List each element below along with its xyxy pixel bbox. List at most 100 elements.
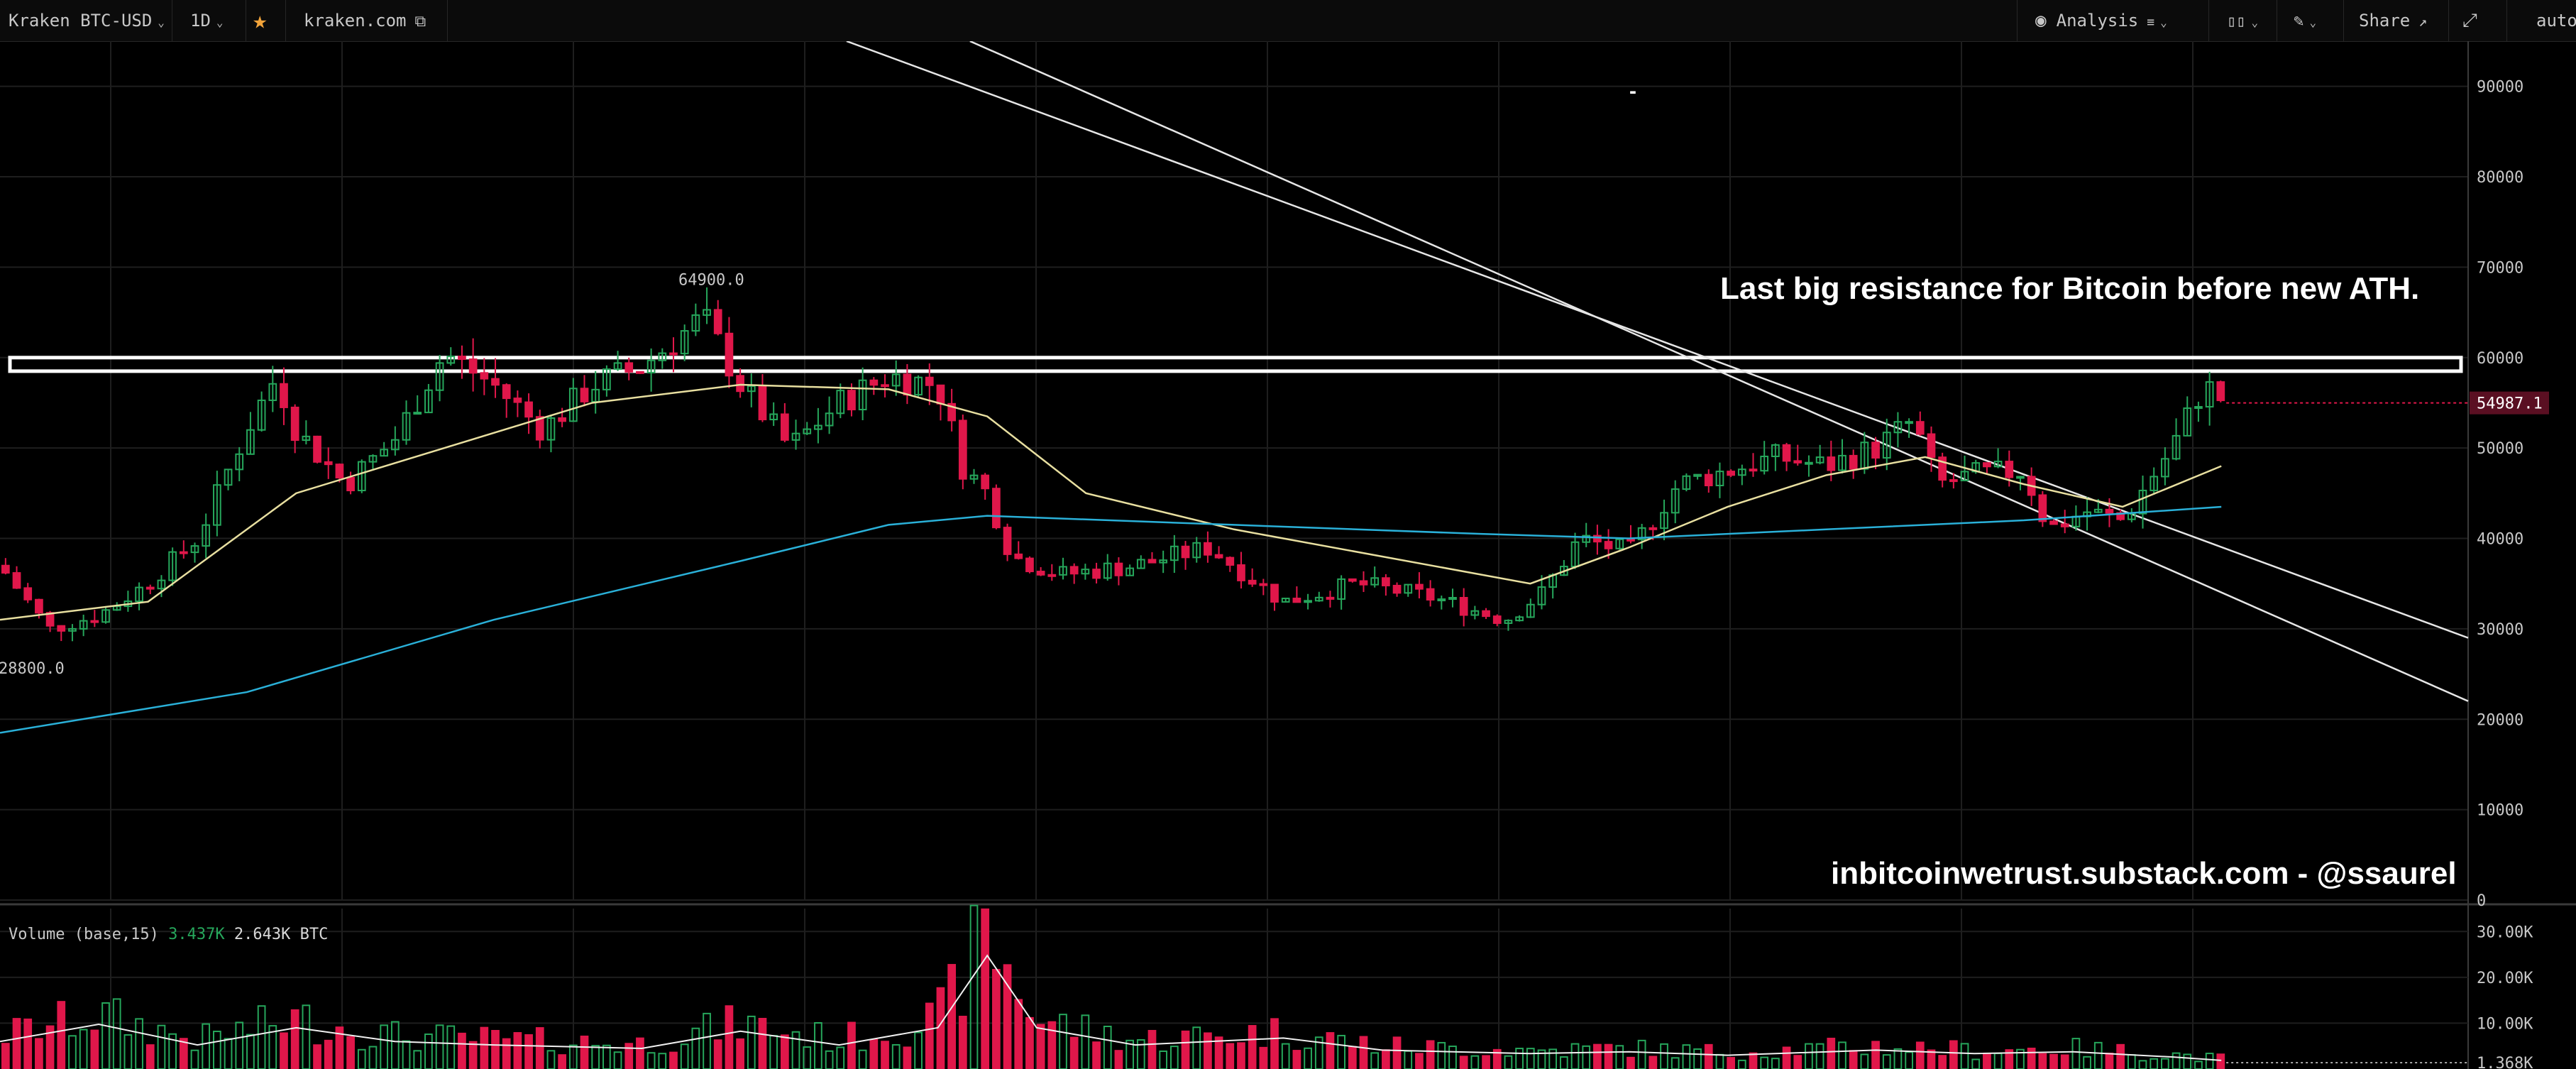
volume-bar — [190, 1049, 199, 1069]
volume-bar — [1036, 1024, 1045, 1069]
candle-body — [257, 399, 266, 431]
candle-body — [413, 412, 422, 415]
candle-body — [491, 378, 500, 386]
volume-bar — [246, 1034, 255, 1069]
moving-averages — [0, 383, 2222, 734]
candle-body — [302, 435, 311, 442]
candle-body — [190, 545, 199, 554]
candle-body — [1415, 583, 1424, 590]
volume-bar — [680, 1043, 689, 1069]
candle-body — [1448, 596, 1457, 601]
volume-bar — [669, 1051, 678, 1069]
symbol-selector[interactable]: Kraken BTC-USD ⌄ — [9, 0, 165, 41]
candle-body — [669, 352, 678, 356]
volume-bar — [2116, 1043, 2125, 1069]
annotation-credit: inbitcoinwetrust.substack.com - @ssaurel — [1831, 856, 2457, 891]
volume-bar — [725, 1005, 734, 1069]
candle-body — [1404, 583, 1413, 594]
volume-bar — [1915, 1041, 1925, 1069]
candle-body — [480, 372, 489, 380]
volume-bar — [858, 1049, 867, 1069]
volume-bar — [1749, 1052, 1758, 1069]
candle-body — [580, 388, 589, 402]
candle-body — [101, 609, 110, 623]
candle-body — [558, 417, 566, 422]
volume-bar — [458, 1032, 466, 1069]
volume-bar — [1693, 1048, 1702, 1069]
candle-body — [1181, 545, 1190, 559]
volume-bar — [546, 1050, 556, 1069]
candle-body — [446, 356, 456, 364]
candle-body — [2005, 461, 2014, 478]
volume-bar — [558, 1054, 566, 1069]
symbol-label: Kraken BTC-USD — [9, 11, 153, 31]
pencil-icon: ✎ — [2294, 11, 2304, 31]
candles — [1, 287, 2225, 642]
volume-bar — [1515, 1048, 1524, 1069]
draw-tool-button[interactable]: ✎ ⌄ — [2294, 0, 2316, 41]
candle-body — [12, 572, 21, 589]
candle-body — [903, 373, 912, 396]
volume-bar — [1570, 1043, 1580, 1069]
candle-body — [1727, 471, 1736, 476]
source-link[interactable]: kraken.com ⧉ — [304, 0, 426, 41]
candle-body — [646, 359, 656, 374]
volume-bar — [1281, 1043, 1290, 1069]
volume-bar — [780, 1034, 789, 1069]
volume-bar — [1860, 1053, 1869, 1069]
scale-mode[interactable]: auto — [2536, 11, 2576, 31]
candle-body — [535, 416, 544, 441]
price-axis: 90000 80000 70000 60000 50000 40000 30000 20000… — [2477, 79, 2533, 1034]
analysis-button[interactable]: ◉ Analysis ≡ ⌄ — [2035, 0, 2167, 41]
candle-body — [1827, 456, 1836, 471]
indicators-icon: ≡ — [2147, 15, 2155, 30]
candle-body — [613, 362, 622, 371]
volume-bar — [958, 1015, 967, 1069]
volume-bar — [1960, 1043, 1969, 1069]
candle-body — [380, 449, 389, 457]
candle-body — [891, 373, 901, 387]
candle-body — [969, 474, 979, 480]
candle-body — [2205, 381, 2214, 408]
volume-bar — [769, 1035, 778, 1069]
fullscreen-icon[interactable]: ⤢ — [2462, 10, 2477, 31]
candle-body — [1626, 538, 1635, 542]
volume-bar — [313, 1044, 321, 1069]
volume-bar — [636, 1037, 644, 1069]
candle-body — [324, 461, 333, 466]
candle-body — [1125, 567, 1134, 576]
candle-body — [925, 376, 934, 386]
volume-bar — [2105, 1053, 2114, 1069]
candle-body — [79, 620, 88, 630]
candle-body — [1715, 471, 1724, 486]
volume-bar — [524, 1034, 533, 1069]
volume-bar — [2060, 1054, 2069, 1069]
share-button[interactable]: Share ↗ — [2359, 0, 2427, 41]
volume-bar — [502, 1038, 511, 1069]
volume-bar — [1993, 1053, 2003, 1069]
chart-type-button[interactable]: ▯▯ ⌄ — [2227, 0, 2258, 41]
candle-body — [1003, 527, 1012, 555]
volume-bar — [2138, 1060, 2147, 1069]
candle-body — [513, 398, 522, 403]
volume-bar — [1593, 1043, 1602, 1069]
candle-body — [703, 309, 711, 316]
candle-body — [1782, 444, 1791, 462]
candle-body — [1882, 432, 1891, 459]
volume-bar — [380, 1024, 389, 1069]
candle-body — [858, 379, 867, 411]
favorite-star-icon[interactable]: ★ — [253, 6, 268, 35]
volume-bar — [2172, 1052, 2181, 1069]
candle-body — [680, 330, 689, 355]
volume-bar — [1259, 1046, 1268, 1069]
candle-body — [1771, 444, 1780, 457]
volume-bar — [2038, 1053, 2047, 1069]
volume-bar — [402, 1040, 411, 1069]
candle-body — [1604, 541, 1613, 549]
last-price-box — [2470, 391, 2549, 415]
price-chart[interactable]: 90000 80000 70000 60000 50000 40000 30000 20000… — [0, 41, 2576, 1069]
candle-body — [1815, 456, 1824, 464]
candle-body — [524, 401, 533, 418]
candle-body — [825, 412, 834, 427]
interval-selector[interactable]: 1D ⌄ — [190, 0, 224, 41]
